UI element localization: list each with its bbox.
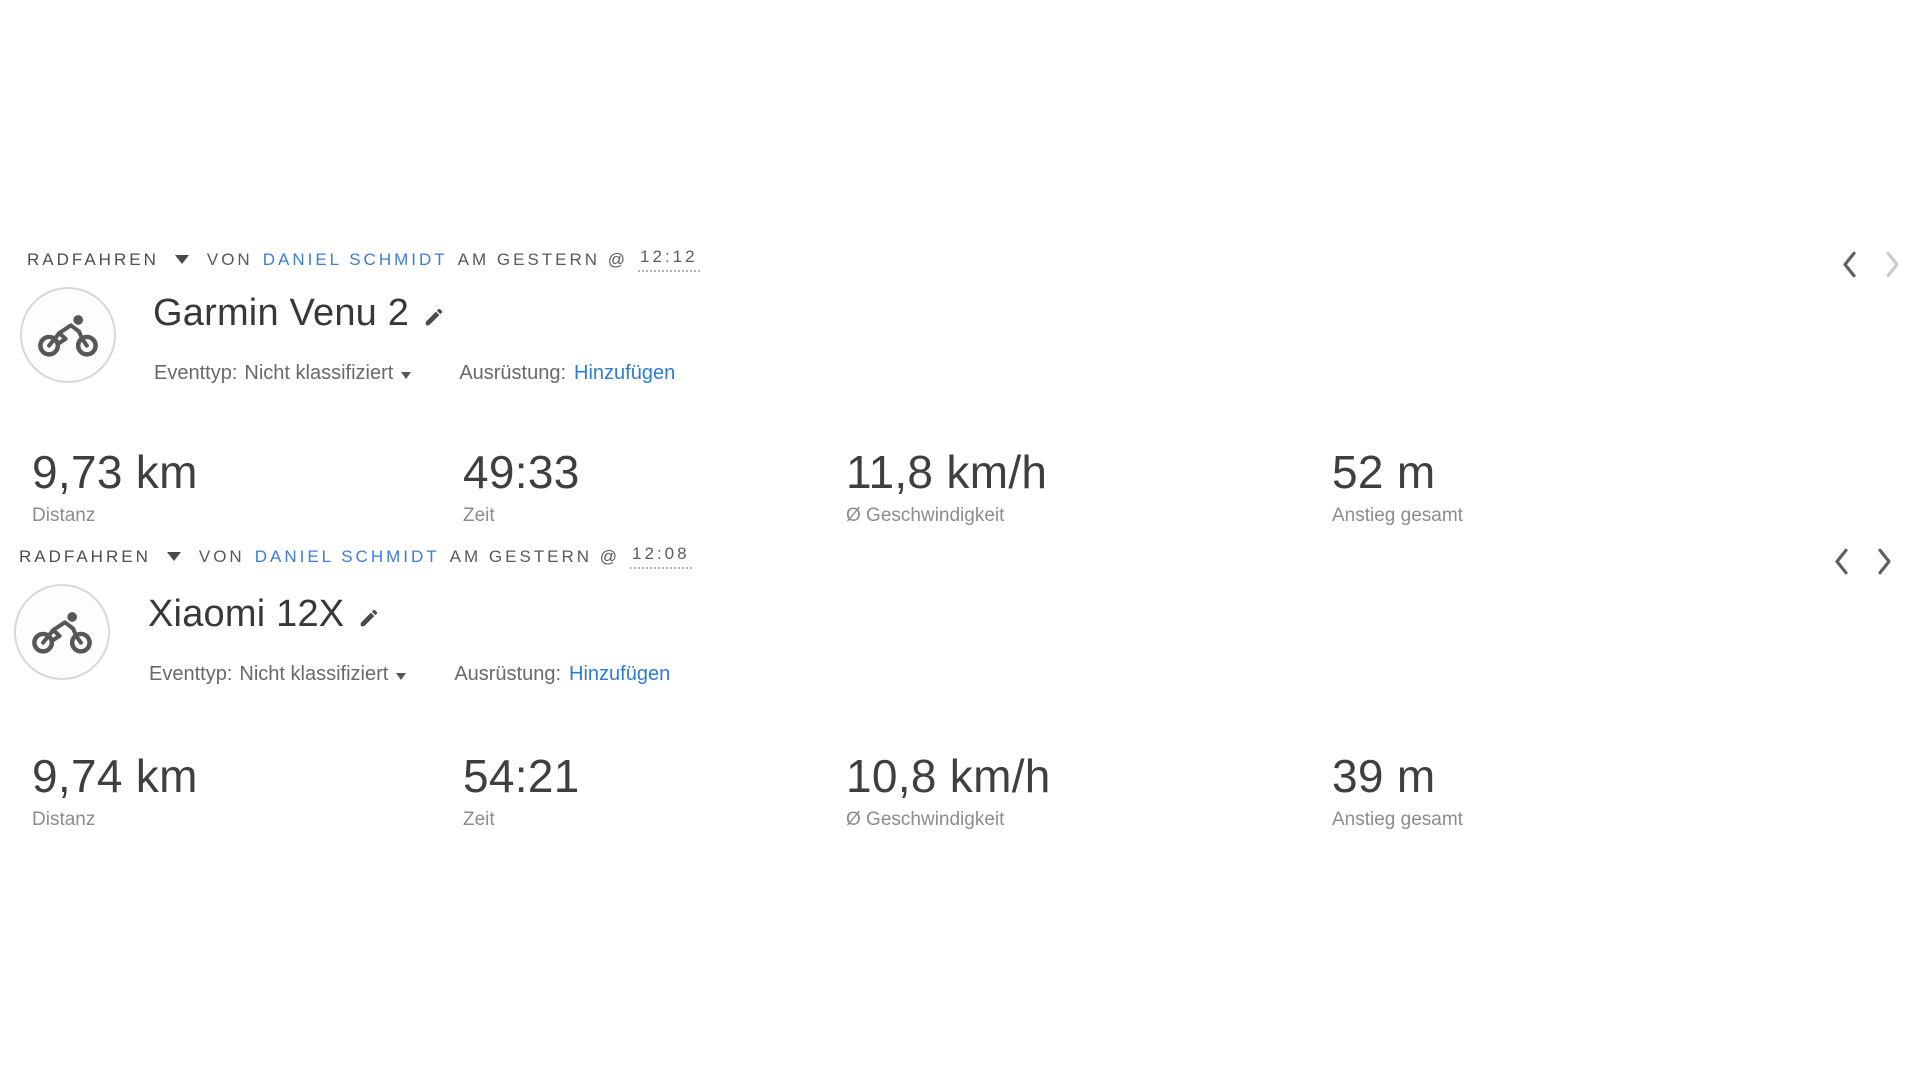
chevron-down-icon xyxy=(396,672,407,680)
sport-type-dropdown[interactable]: RADFAHREN xyxy=(27,250,189,270)
stat-value: 52 m xyxy=(1332,446,1436,498)
pencil-icon xyxy=(361,609,378,627)
byline: VON DANIEL SCHMIDT AM GESTERN @ 12:08 xyxy=(199,544,692,569)
stat-total-ascent: 52 m Anstieg gesamt xyxy=(1332,448,1463,527)
sport-type-dropdown[interactable]: RADFAHREN xyxy=(19,547,181,567)
cycling-icon xyxy=(38,315,98,357)
stat-avg-speed: 11,8 km/h Ø Geschwindigkeit xyxy=(846,448,1047,527)
stats-row: 9,74 km Distanz 54:21 Zeit 10,8 km/h Ø G… xyxy=(0,752,1920,847)
activity-nav xyxy=(1841,251,1901,278)
stat-value: 39 m xyxy=(1332,750,1436,802)
event-type-label: Eventtyp: xyxy=(149,663,233,685)
activity-detail-row: Eventtyp: Nicht klassifiziert Ausrüstung… xyxy=(149,663,670,686)
add-equipment-link[interactable]: Hinzufügen xyxy=(574,362,676,384)
event-type-label: Eventtyp: xyxy=(154,362,238,384)
stat-label: Anstieg gesamt xyxy=(1332,809,1463,831)
byline-prefix: VON xyxy=(206,249,253,269)
stat-label: Zeit xyxy=(463,505,495,527)
activity-detail-row: Eventtyp: Nicht klassifiziert Ausrüstung… xyxy=(154,362,675,385)
byline-middle: AM GESTERN @ xyxy=(457,249,629,269)
athlete-link[interactable]: DANIEL SCHMIDT xyxy=(262,249,448,269)
stat-value: 10,8 km/h xyxy=(846,750,1051,802)
chevron-left-icon xyxy=(1835,548,1848,575)
stat-value: 11,8 km/h xyxy=(846,446,1048,498)
chevron-left-icon xyxy=(1843,251,1856,278)
activity-card: RADFAHREN VON DANIEL SCHMIDT AM GESTERN … xyxy=(0,544,1920,842)
stat-value: 49:33 xyxy=(463,446,580,498)
edit-title-button[interactable] xyxy=(423,306,445,328)
stat-label: Zeit xyxy=(463,809,495,831)
stat-distance: 9,74 km Distanz xyxy=(32,752,198,831)
activity-time[interactable]: 12:12 xyxy=(638,247,700,272)
prev-activity-button[interactable] xyxy=(1841,251,1858,278)
pencil-icon xyxy=(425,308,443,326)
event-type-value: Nicht klassifiziert xyxy=(239,663,389,685)
chevron-down-icon xyxy=(401,371,412,379)
athlete-link[interactable]: DANIEL SCHMIDT xyxy=(254,546,440,566)
activity-title-row: Garmin Venu 2 xyxy=(153,291,445,337)
chevron-down-icon xyxy=(174,255,189,264)
cycling-icon xyxy=(32,612,92,654)
stat-label: Ø Geschwindigkeit xyxy=(846,809,1005,831)
stat-time: 54:21 Zeit xyxy=(463,752,580,831)
chevron-down-icon xyxy=(166,552,181,561)
stat-avg-speed: 10,8 km/h Ø Geschwindigkeit xyxy=(846,752,1051,831)
activity-meta-line: RADFAHREN VON DANIEL SCHMIDT AM GESTERN … xyxy=(19,544,692,569)
equipment-group: Ausrüstung: Hinzufügen xyxy=(454,663,670,686)
activity-time[interactable]: 12:08 xyxy=(630,544,692,569)
edit-title-button[interactable] xyxy=(358,607,380,629)
byline-middle: AM GESTERN @ xyxy=(449,546,621,566)
stat-label: Anstieg gesamt xyxy=(1332,505,1463,527)
byline: VON DANIEL SCHMIDT AM GESTERN @ 12:12 xyxy=(207,247,700,272)
chevron-right-icon xyxy=(1886,251,1899,278)
event-type-dropdown[interactable]: Eventtyp: Nicht klassifiziert xyxy=(149,663,407,686)
activity-title: Garmin Venu 2 xyxy=(153,292,410,334)
prev-activity-button[interactable] xyxy=(1833,548,1850,575)
sport-type-label: RADFAHREN xyxy=(19,546,151,566)
stat-value: 9,73 km xyxy=(32,446,198,498)
add-equipment-link[interactable]: Hinzufügen xyxy=(569,663,671,685)
equipment-label: Ausrüstung: xyxy=(459,362,567,384)
chevron-right-icon xyxy=(1878,548,1891,575)
activity-card: RADFAHREN VON DANIEL SCHMIDT AM GESTERN … xyxy=(0,247,1920,545)
activity-nav xyxy=(1833,548,1893,575)
stat-label: Distanz xyxy=(32,505,96,527)
stat-total-ascent: 39 m Anstieg gesamt xyxy=(1332,752,1463,831)
activity-title: Xiaomi 12X xyxy=(148,593,345,635)
stat-time: 49:33 Zeit xyxy=(463,448,580,527)
event-type-dropdown[interactable]: Eventtyp: Nicht klassifiziert xyxy=(154,362,412,385)
stats-row: 9,73 km Distanz 49:33 Zeit 11,8 km/h Ø G… xyxy=(0,448,1920,543)
stat-label: Ø Geschwindigkeit xyxy=(846,505,1005,527)
next-activity-button[interactable] xyxy=(1876,548,1893,575)
event-type-value: Nicht klassifiziert xyxy=(244,362,394,384)
activity-title-row: Xiaomi 12X xyxy=(148,592,380,638)
next-activity-button[interactable] xyxy=(1884,251,1901,278)
equipment-label: Ausrüstung: xyxy=(454,663,562,685)
equipment-group: Ausrüstung: Hinzufügen xyxy=(459,362,675,385)
activity-meta-line: RADFAHREN VON DANIEL SCHMIDT AM GESTERN … xyxy=(27,247,700,272)
avatar xyxy=(14,584,110,680)
avatar xyxy=(20,287,116,383)
byline-prefix: VON xyxy=(198,546,245,566)
stat-value: 54:21 xyxy=(463,750,580,802)
stat-label: Distanz xyxy=(32,809,96,831)
sport-type-label: RADFAHREN xyxy=(27,249,159,269)
stat-distance: 9,73 km Distanz xyxy=(32,448,198,527)
stat-value: 9,74 km xyxy=(32,750,198,802)
